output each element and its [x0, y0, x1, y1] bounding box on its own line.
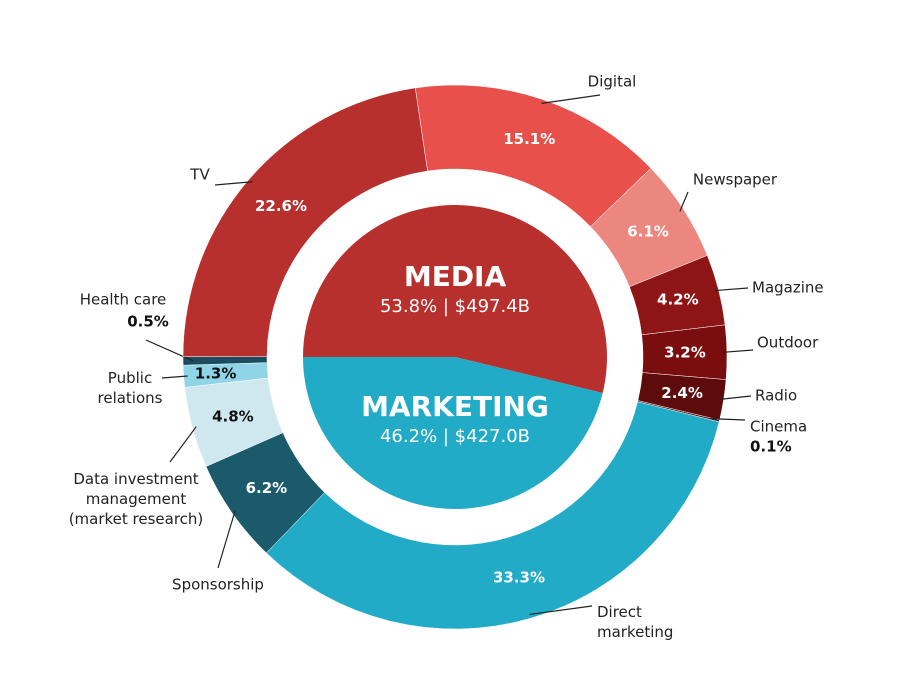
leader-line	[214, 181, 253, 186]
inner-category: MARKETING	[361, 390, 549, 423]
value-label: 4.2%	[657, 290, 699, 308]
category-label: Newspaper	[693, 171, 778, 189]
segment	[182, 87, 428, 357]
leader-line	[169, 426, 197, 463]
category-label: Digital	[588, 73, 637, 91]
value-label: 0.1%	[750, 438, 792, 456]
category-label: Direct marketing	[597, 603, 673, 641]
segment	[266, 401, 720, 630]
leader-line	[541, 94, 601, 104]
value-label: 33.3%	[493, 568, 545, 586]
value-label: 0.5%	[127, 313, 169, 331]
leader-line	[217, 510, 236, 569]
value-label: 22.6%	[255, 197, 307, 215]
category-label: Outdoor	[757, 334, 819, 352]
leader-line	[679, 191, 689, 212]
category-label: Public relations	[98, 369, 163, 407]
category-label: Magazine	[752, 279, 824, 297]
inner-segment	[303, 205, 607, 393]
value-label: 15.1%	[503, 130, 555, 148]
leader-line	[529, 605, 593, 616]
inner-category: MEDIA	[404, 260, 507, 293]
value-label: 1.3%	[195, 365, 237, 383]
category-label: Data investment management (market researc…	[69, 470, 204, 528]
inner-segment	[303, 357, 603, 510]
category-label: Sponsorship	[172, 576, 264, 594]
leader-line	[161, 375, 188, 379]
value-label: 6.2%	[246, 479, 288, 497]
value-label: 4.8%	[212, 407, 254, 425]
category-label: TV	[189, 166, 210, 184]
leader-line	[722, 349, 754, 353]
leader-line	[709, 418, 746, 421]
category-label: Cinema	[750, 418, 807, 436]
value-label: 2.4%	[661, 384, 703, 402]
value-label: 6.1%	[627, 222, 669, 240]
leader-line	[145, 339, 194, 362]
category-label: Health care	[80, 291, 167, 309]
inner-value: 53.8% | $497.4B	[380, 296, 530, 317]
leader-line	[719, 395, 752, 400]
inner-value: 46.2% | $427.0B	[380, 426, 530, 447]
value-label: 3.2%	[664, 343, 706, 361]
category-label: Radio	[755, 387, 797, 405]
leader-line	[714, 287, 749, 292]
